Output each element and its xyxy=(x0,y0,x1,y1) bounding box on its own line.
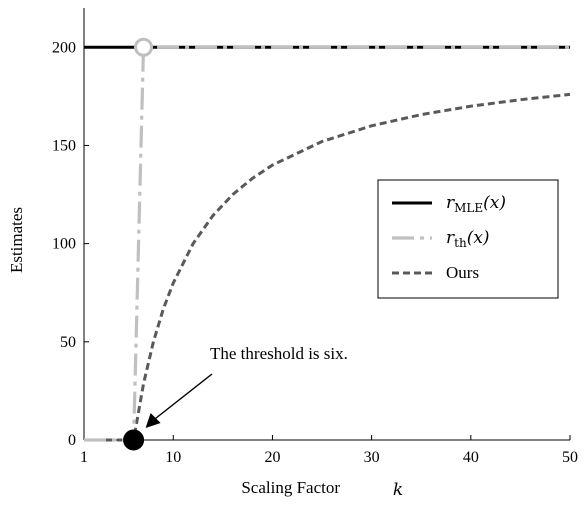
y-tick-label: 100 xyxy=(52,236,76,253)
series-line-1 xyxy=(84,45,570,442)
annotation-text: The threshold is six. xyxy=(210,344,348,363)
x-tick-label: 40 xyxy=(463,449,479,466)
x-tick-label: 50 xyxy=(562,449,578,466)
annotation-arrow xyxy=(153,373,213,421)
legend-label-2: Ours xyxy=(446,263,479,282)
y-tick-label: 50 xyxy=(60,334,76,351)
x-axis-title-text: Scaling Factor xyxy=(241,478,340,497)
x-tick-label: 20 xyxy=(264,449,280,466)
open-point-marker xyxy=(134,37,154,57)
annotation-arrowhead xyxy=(145,413,161,428)
x-tick-label: 30 xyxy=(364,449,380,466)
markers xyxy=(123,37,154,451)
x-axis-title: Scaling Factor k xyxy=(241,478,403,500)
series-line-2 xyxy=(84,92,571,442)
y-tick-label: 0 xyxy=(68,432,76,449)
y-tick-label: 150 xyxy=(52,137,76,154)
y-tick-label: 200 xyxy=(52,39,76,56)
annotation: The threshold is six. xyxy=(145,344,348,428)
legend: rMLE(x) rth(x) Ours xyxy=(377,179,559,299)
y-axis-title: Estimates xyxy=(7,207,26,273)
x-axis-title-var: k xyxy=(393,480,403,500)
x-tick-label: 1 xyxy=(80,449,88,466)
legend-label-1: rth(x) xyxy=(446,228,490,250)
legend-label-0: rMLE(x) xyxy=(446,193,506,215)
threshold-point-marker xyxy=(123,429,145,451)
axes xyxy=(83,8,570,441)
series xyxy=(84,45,571,442)
x-tick-label: 10 xyxy=(165,449,181,466)
